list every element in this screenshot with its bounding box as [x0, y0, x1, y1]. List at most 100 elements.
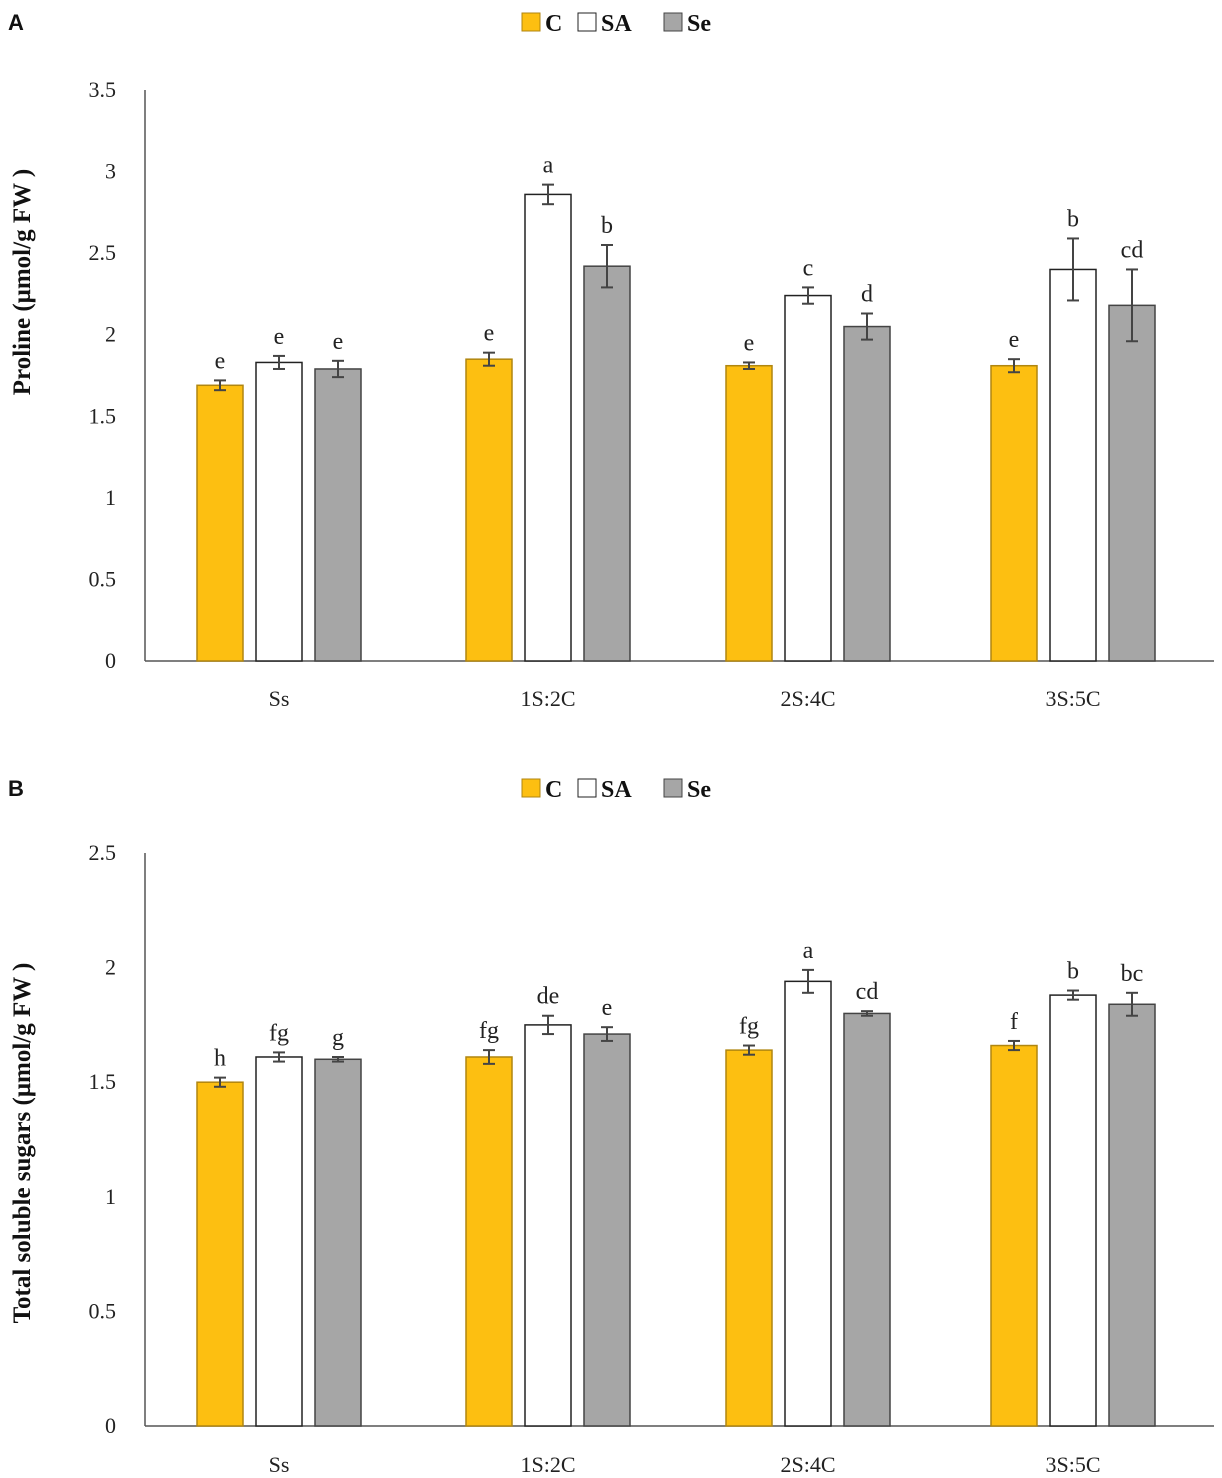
bar-se-3s-5c — [1108, 1003, 1156, 1427]
significance-letter: bc — [1121, 961, 1144, 987]
significance-letter: cd — [856, 979, 879, 1005]
legend-swatch-sa — [577, 778, 597, 798]
y-ticks: 0 0.5 1 1.5 2 2.5 3 3.5 — [89, 77, 117, 673]
legend-swatch-se — [663, 12, 683, 32]
significance-letter: e — [484, 321, 495, 347]
y-axis-label: Total soluble sugars (μmol/g FW ) — [9, 963, 36, 1324]
significance-letter: b — [601, 213, 613, 239]
legend-swatch-c — [521, 12, 541, 32]
significance-letter: f — [1010, 1009, 1018, 1035]
bar-se-1s-2c — [583, 1033, 631, 1427]
significance-letter: cd — [1121, 237, 1144, 263]
x-category-label: 3S:5C — [1045, 1452, 1100, 1477]
y-tick-label: 1 — [105, 485, 116, 510]
x-category-label: 1S:2C — [520, 1452, 575, 1477]
legend: C SA Se — [521, 11, 711, 37]
bars: h fg fg f fg de a b g e cd bc — [196, 938, 1156, 1427]
error-bar — [273, 354, 285, 370]
error-bar — [483, 351, 495, 367]
legend-label-se: Se — [687, 11, 711, 37]
significance-letter: e — [744, 330, 755, 356]
significance-letter: e — [602, 995, 613, 1021]
error-bar — [214, 379, 226, 392]
significance-letter: a — [543, 153, 554, 179]
y-ticks: 0 0.5 1 1.5 2 2.5 — [89, 840, 117, 1438]
error-bar — [802, 968, 814, 994]
error-bar — [273, 1051, 285, 1063]
bar-sa-3s-5c — [1049, 268, 1097, 662]
error-bar — [1067, 237, 1079, 302]
x-category-label: Ss — [269, 686, 290, 711]
legend-swatch-sa — [577, 12, 597, 32]
bar-c-ss — [196, 384, 244, 662]
significance-letter: e — [215, 348, 226, 374]
bar-sa-1s-2c — [524, 193, 572, 662]
bar-c-3s-5c — [990, 364, 1038, 662]
significance-letter: a — [803, 938, 814, 964]
bar-c-2s-4c — [725, 1049, 773, 1427]
significance-letter: fg — [739, 1014, 759, 1040]
error-bar — [542, 183, 554, 206]
significance-letter: d — [861, 282, 873, 308]
y-tick-label: 0 — [105, 1413, 116, 1438]
legend: C SA Se — [521, 777, 711, 803]
bar-sa-ss — [255, 361, 303, 662]
y-tick-label: 2 — [105, 322, 116, 347]
y-tick-label: 3.5 — [89, 77, 117, 102]
error-bar — [1067, 989, 1079, 1001]
bar-c-1s-2c — [465, 1056, 513, 1427]
y-tick-label: 2 — [105, 955, 116, 980]
bars: e e e e e a c b e b d cd — [196, 153, 1156, 662]
error-bar — [1008, 1039, 1020, 1052]
legend-swatch-c — [521, 778, 541, 798]
error-bar — [542, 1014, 554, 1036]
significance-letter: b — [1067, 959, 1079, 985]
bar-se-2s-4c — [843, 1012, 891, 1427]
significance-letter: g — [332, 1025, 344, 1051]
y-tick-label: 0 — [105, 648, 116, 673]
significance-letter: h — [214, 1046, 226, 1072]
error-bar — [601, 1026, 613, 1042]
significance-letter: fg — [479, 1018, 499, 1044]
bar-se-ss — [314, 1058, 362, 1427]
error-bar — [743, 1044, 755, 1056]
error-bar — [214, 1076, 226, 1088]
bar-se-2s-4c — [843, 325, 891, 662]
legend-label-c: C — [545, 11, 562, 37]
x-category-label: 1S:2C — [520, 686, 575, 711]
x-category-label: Ss — [269, 1452, 290, 1477]
y-tick-label: 0.5 — [89, 566, 117, 591]
y-tick-label: 3 — [105, 159, 116, 184]
bar-c-3s-5c — [990, 1044, 1038, 1427]
bar-se-1s-2c — [583, 265, 631, 662]
error-bar — [483, 1049, 495, 1065]
x-category-label: 2S:4C — [780, 1452, 835, 1477]
panel-b: B C SA Se Total soluble sugars (μmol/g F… — [8, 776, 1214, 1477]
x-categories: Ss 1S:2C 2S:4C 3S:5C — [269, 1452, 1101, 1477]
y-tick-label: 2.5 — [89, 240, 117, 265]
error-bar — [861, 312, 873, 341]
error-bar — [743, 361, 755, 370]
panel-letter-b: B — [8, 776, 24, 801]
significance-letter: b — [1067, 206, 1079, 232]
error-bar — [332, 359, 344, 379]
legend-label-sa: SA — [601, 11, 632, 37]
legend-swatch-se — [663, 778, 683, 798]
significance-letter: e — [333, 329, 344, 355]
bar-c-ss — [196, 1081, 244, 1427]
y-tick-label: 2.5 — [89, 840, 117, 865]
bar-sa-3s-5c — [1049, 994, 1097, 1427]
y-axis-label: Proline (μmol/g FW ) — [9, 169, 36, 395]
legend-label-se: Se — [687, 777, 711, 803]
bar-sa-1s-2c — [524, 1024, 572, 1427]
x-category-label: 2S:4C — [780, 686, 835, 711]
y-tick-label: 1.5 — [89, 1069, 117, 1094]
bar-se-3s-5c — [1108, 304, 1156, 662]
y-tick-label: 0.5 — [89, 1298, 117, 1323]
bar-sa-ss — [255, 1056, 303, 1427]
panel-a: A C SA Se Proline (μmol/g FW ) 0 0.5 1 1.5 2… — [8, 10, 1214, 711]
x-categories: Ss 1S:2C 2S:4C 3S:5C — [269, 686, 1101, 711]
legend-label-c: C — [545, 777, 562, 803]
bar-sa-2s-4c — [784, 294, 832, 662]
